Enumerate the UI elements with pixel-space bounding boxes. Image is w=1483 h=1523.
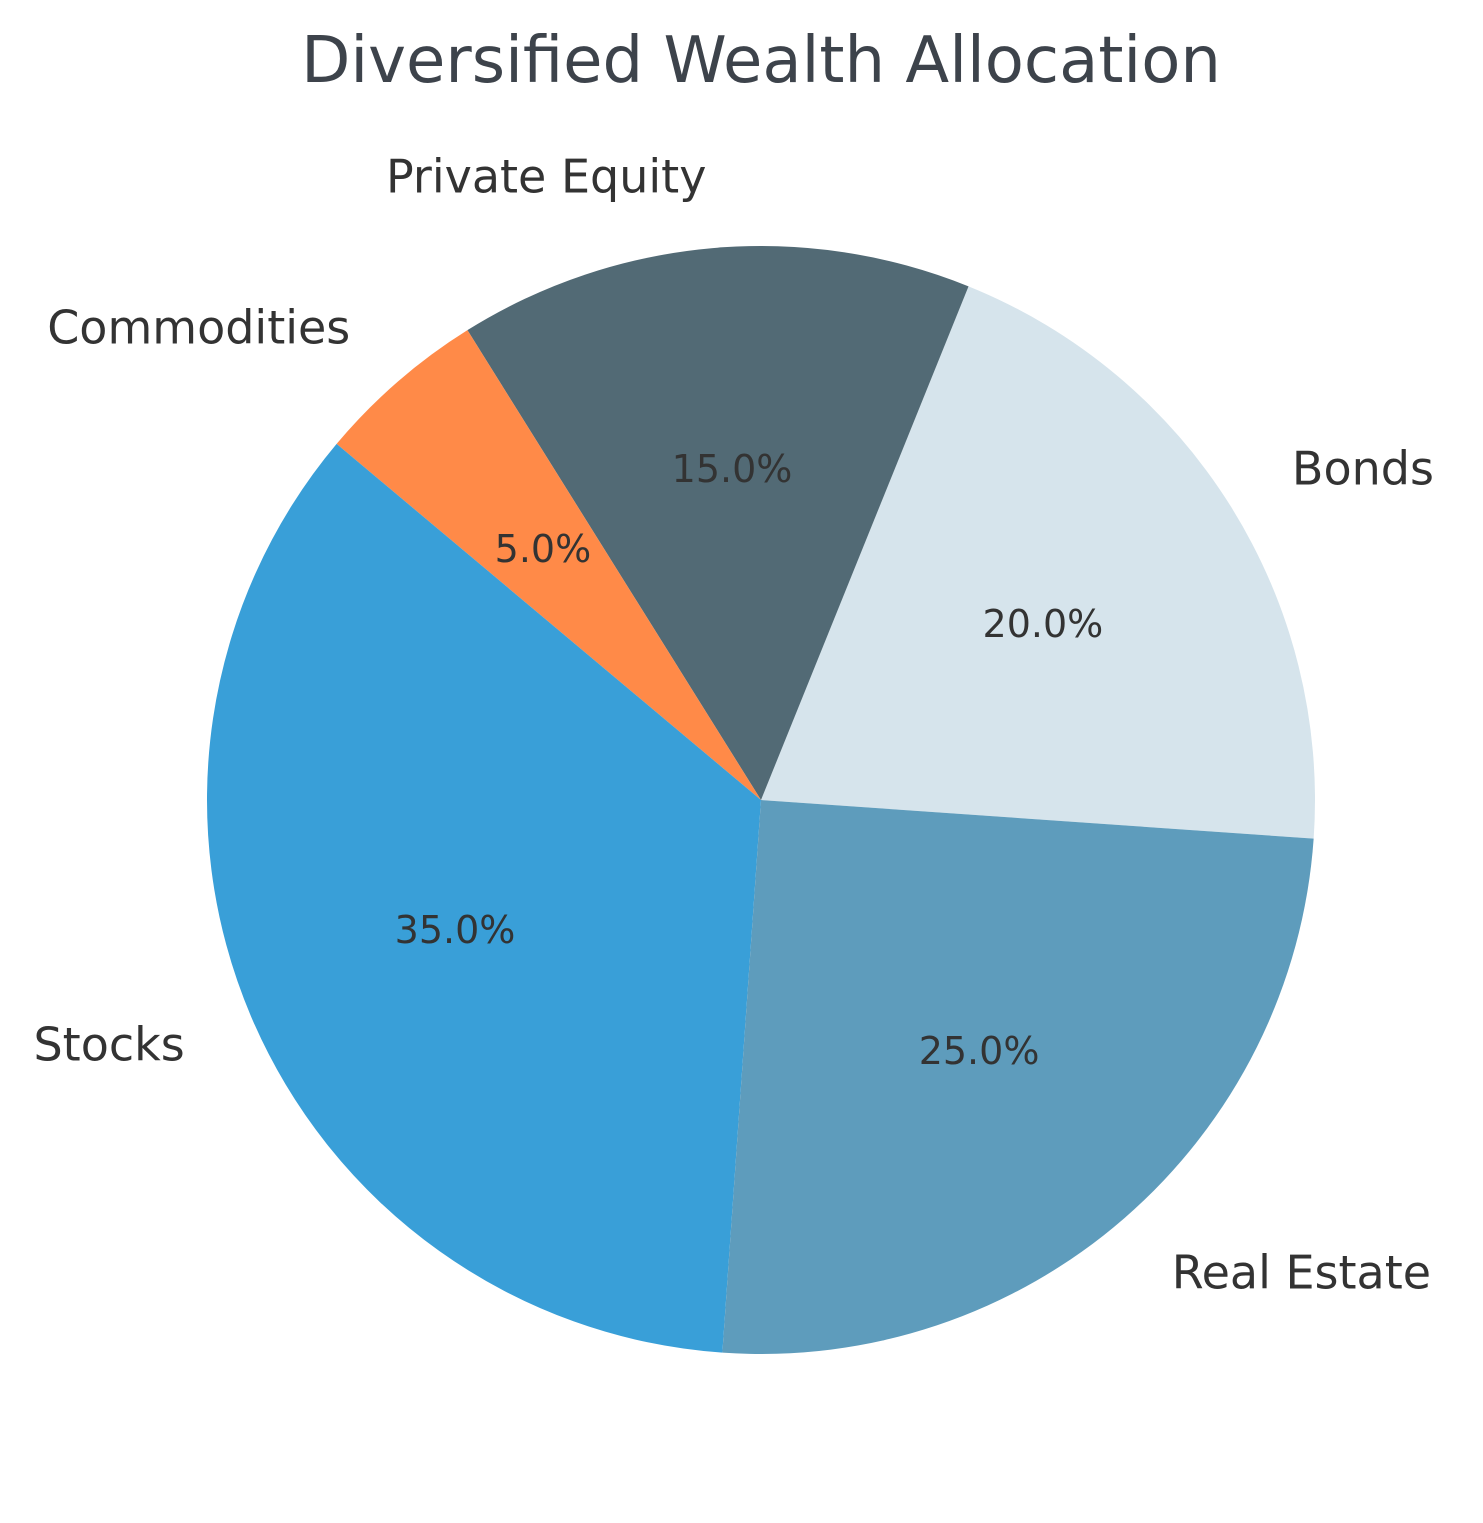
pct-label-commodities: 5.0% [495, 527, 592, 571]
pie-slice-stocks [206, 443, 761, 1353]
pie-slices [206, 245, 1315, 1354]
slice-label-real-estate: Real Estate [1172, 1245, 1431, 1299]
slice-label-stocks: Stocks [33, 1018, 184, 1072]
pie-labels: 20.0% Bonds 15.0% Private Equity 5.0% Commodi… [33, 149, 1433, 1299]
chart-title: Diversified Wealth Allocation [301, 24, 1221, 98]
pct-label-private-equity: 15.0% [672, 447, 793, 491]
pct-label-real-estate: 25.0% [919, 1029, 1040, 1073]
pie-slice-bonds [761, 286, 1315, 839]
pie-slice-commodities [336, 330, 761, 800]
pie-slice-real-estate [722, 800, 1314, 1354]
slice-label-bonds: Bonds [1292, 441, 1434, 495]
pct-label-stocks: 35.0% [395, 908, 516, 952]
slice-label-commodities: Commodities [47, 301, 350, 355]
slice-label-private-equity: Private Equity [386, 149, 706, 203]
pct-label-bonds: 20.0% [983, 602, 1104, 646]
pie-slice-private-equity [467, 245, 969, 800]
